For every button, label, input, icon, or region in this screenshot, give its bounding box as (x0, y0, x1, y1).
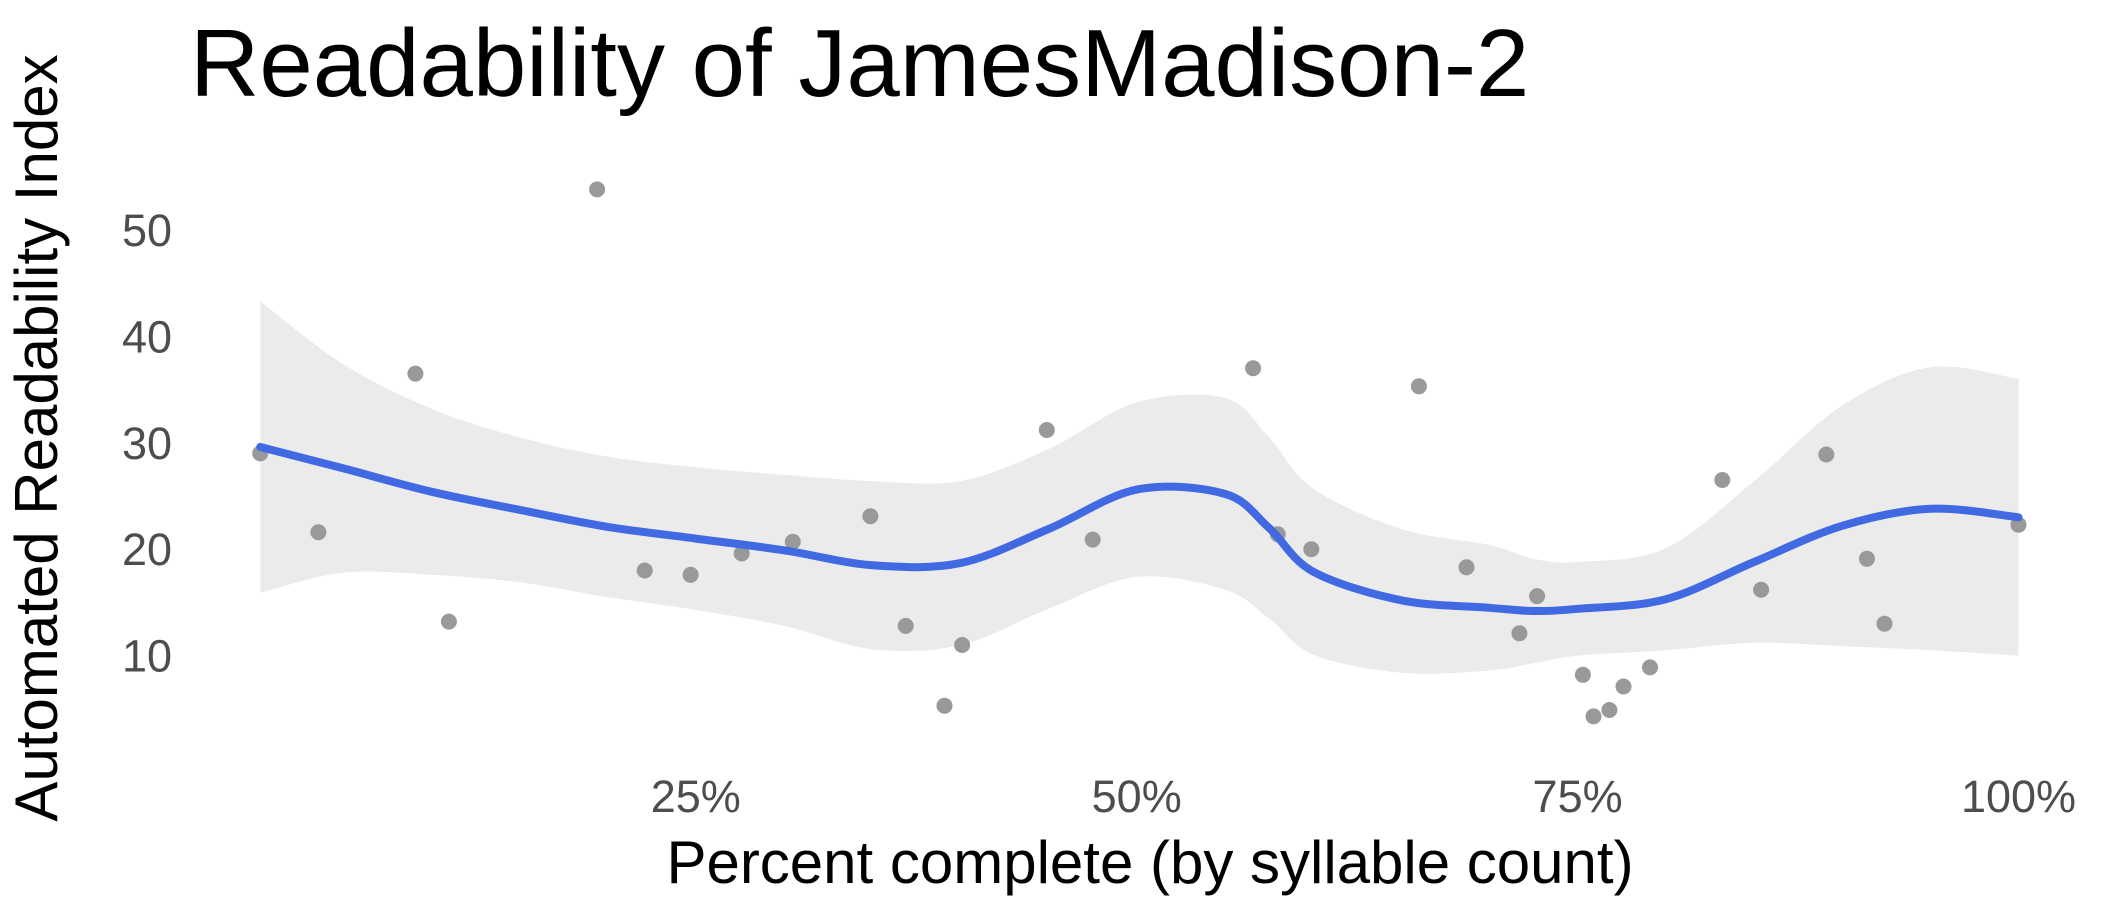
y-tick-label: 50 (122, 205, 172, 256)
data-point (1753, 581, 1770, 598)
data-point (897, 617, 914, 634)
x-tick-label: 50% (1092, 771, 1182, 822)
axis-ticks-layer: 25% 50% 75% 100% 10 20 30 40 50 (122, 205, 2076, 822)
data-point (936, 697, 953, 714)
data-point (1585, 708, 1602, 725)
data-point (1410, 378, 1427, 395)
y-axis-title: Automated Readability Index (3, 54, 70, 821)
x-tick-label: 100% (1961, 771, 2076, 822)
y-tick-label: 20 (122, 524, 172, 575)
chart-title: Readability of JamesMadison-2 (190, 10, 1529, 117)
data-point (862, 508, 879, 525)
data-point (407, 365, 424, 382)
data-point (682, 566, 699, 583)
smooth-line-layer (256, 443, 2023, 616)
data-point (1084, 531, 1101, 548)
data-point (1529, 588, 1546, 605)
data-point (1601, 702, 1618, 718)
data-point (1511, 625, 1528, 642)
x-tick-label: 75% (1533, 771, 1623, 822)
data-point (733, 545, 750, 562)
data-point (589, 181, 606, 198)
y-tick-label: 10 (122, 631, 172, 682)
data-point (1858, 550, 1875, 567)
data-point (1714, 472, 1731, 488)
data-points-layer (252, 181, 2027, 725)
data-point (440, 613, 457, 630)
data-point (1038, 422, 1055, 438)
y-tick-label: 30 (122, 418, 172, 469)
data-point (1245, 360, 1262, 377)
data-point (1458, 559, 1475, 576)
data-point (784, 533, 801, 550)
data-point (1615, 678, 1632, 695)
data-point (954, 637, 971, 653)
data-point (1642, 659, 1658, 676)
data-point (1574, 666, 1591, 683)
data-point (310, 524, 327, 541)
y-tick-label: 40 (122, 311, 172, 362)
smooth-line (256, 443, 2023, 616)
x-tick-label: 25% (651, 771, 741, 822)
x-axis-title: Percent complete (by syllable count) (666, 829, 1633, 896)
data-point (1303, 541, 1320, 558)
data-point (1818, 446, 1835, 463)
data-point (636, 562, 653, 579)
data-point (1876, 615, 1893, 632)
